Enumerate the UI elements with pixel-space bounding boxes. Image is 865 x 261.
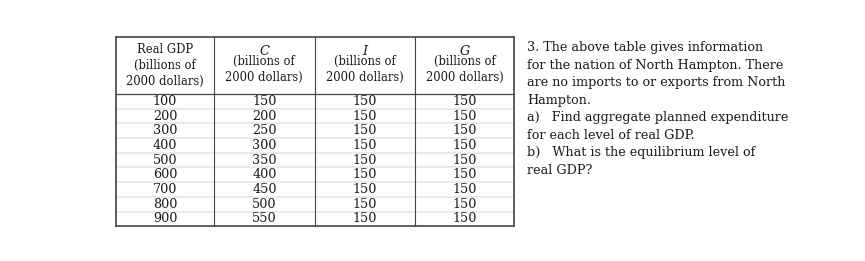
Text: G: G: [459, 45, 470, 58]
Text: 150: 150: [452, 110, 477, 123]
Text: 350: 350: [252, 154, 277, 167]
Text: 150: 150: [353, 154, 377, 167]
Text: 450: 450: [252, 183, 277, 196]
Text: 150: 150: [452, 168, 477, 181]
Text: 150: 150: [452, 198, 477, 211]
Text: 300: 300: [153, 124, 177, 137]
Text: 500: 500: [153, 154, 177, 167]
Text: 150: 150: [353, 110, 377, 123]
Text: 250: 250: [252, 124, 277, 137]
Text: 150: 150: [452, 183, 477, 196]
Text: 150: 150: [353, 95, 377, 108]
Text: 100: 100: [153, 95, 177, 108]
Text: 150: 150: [353, 183, 377, 196]
Text: 900: 900: [153, 212, 177, 226]
Text: 150: 150: [353, 139, 377, 152]
Text: 300: 300: [252, 139, 277, 152]
Text: 150: 150: [353, 124, 377, 137]
Text: 400: 400: [153, 139, 177, 152]
Text: 550: 550: [252, 212, 277, 226]
Text: 3. The above table gives information
for the nation of North Hampton. There
are : 3. The above table gives information for…: [527, 41, 789, 177]
Text: 150: 150: [353, 198, 377, 211]
Text: 500: 500: [252, 198, 277, 211]
Text: 150: 150: [452, 212, 477, 226]
Text: 700: 700: [153, 183, 177, 196]
Text: C: C: [260, 45, 269, 58]
Text: 200: 200: [252, 110, 277, 123]
Text: 150: 150: [353, 212, 377, 226]
Text: (billions of
2000 dollars): (billions of 2000 dollars): [426, 55, 503, 85]
Text: 150: 150: [252, 95, 277, 108]
Text: (billions of
2000 dollars): (billions of 2000 dollars): [326, 55, 404, 85]
Text: 150: 150: [353, 168, 377, 181]
Text: Real GDP
(billions of
2000 dollars): Real GDP (billions of 2000 dollars): [126, 43, 204, 88]
Text: 150: 150: [452, 95, 477, 108]
Text: 400: 400: [252, 168, 277, 181]
Text: 800: 800: [153, 198, 177, 211]
Text: 150: 150: [452, 139, 477, 152]
Text: I: I: [362, 45, 368, 58]
Text: 150: 150: [452, 124, 477, 137]
Text: 600: 600: [153, 168, 177, 181]
Text: 200: 200: [153, 110, 177, 123]
Text: (billions of
2000 dollars): (billions of 2000 dollars): [226, 55, 304, 85]
Text: 150: 150: [452, 154, 477, 167]
